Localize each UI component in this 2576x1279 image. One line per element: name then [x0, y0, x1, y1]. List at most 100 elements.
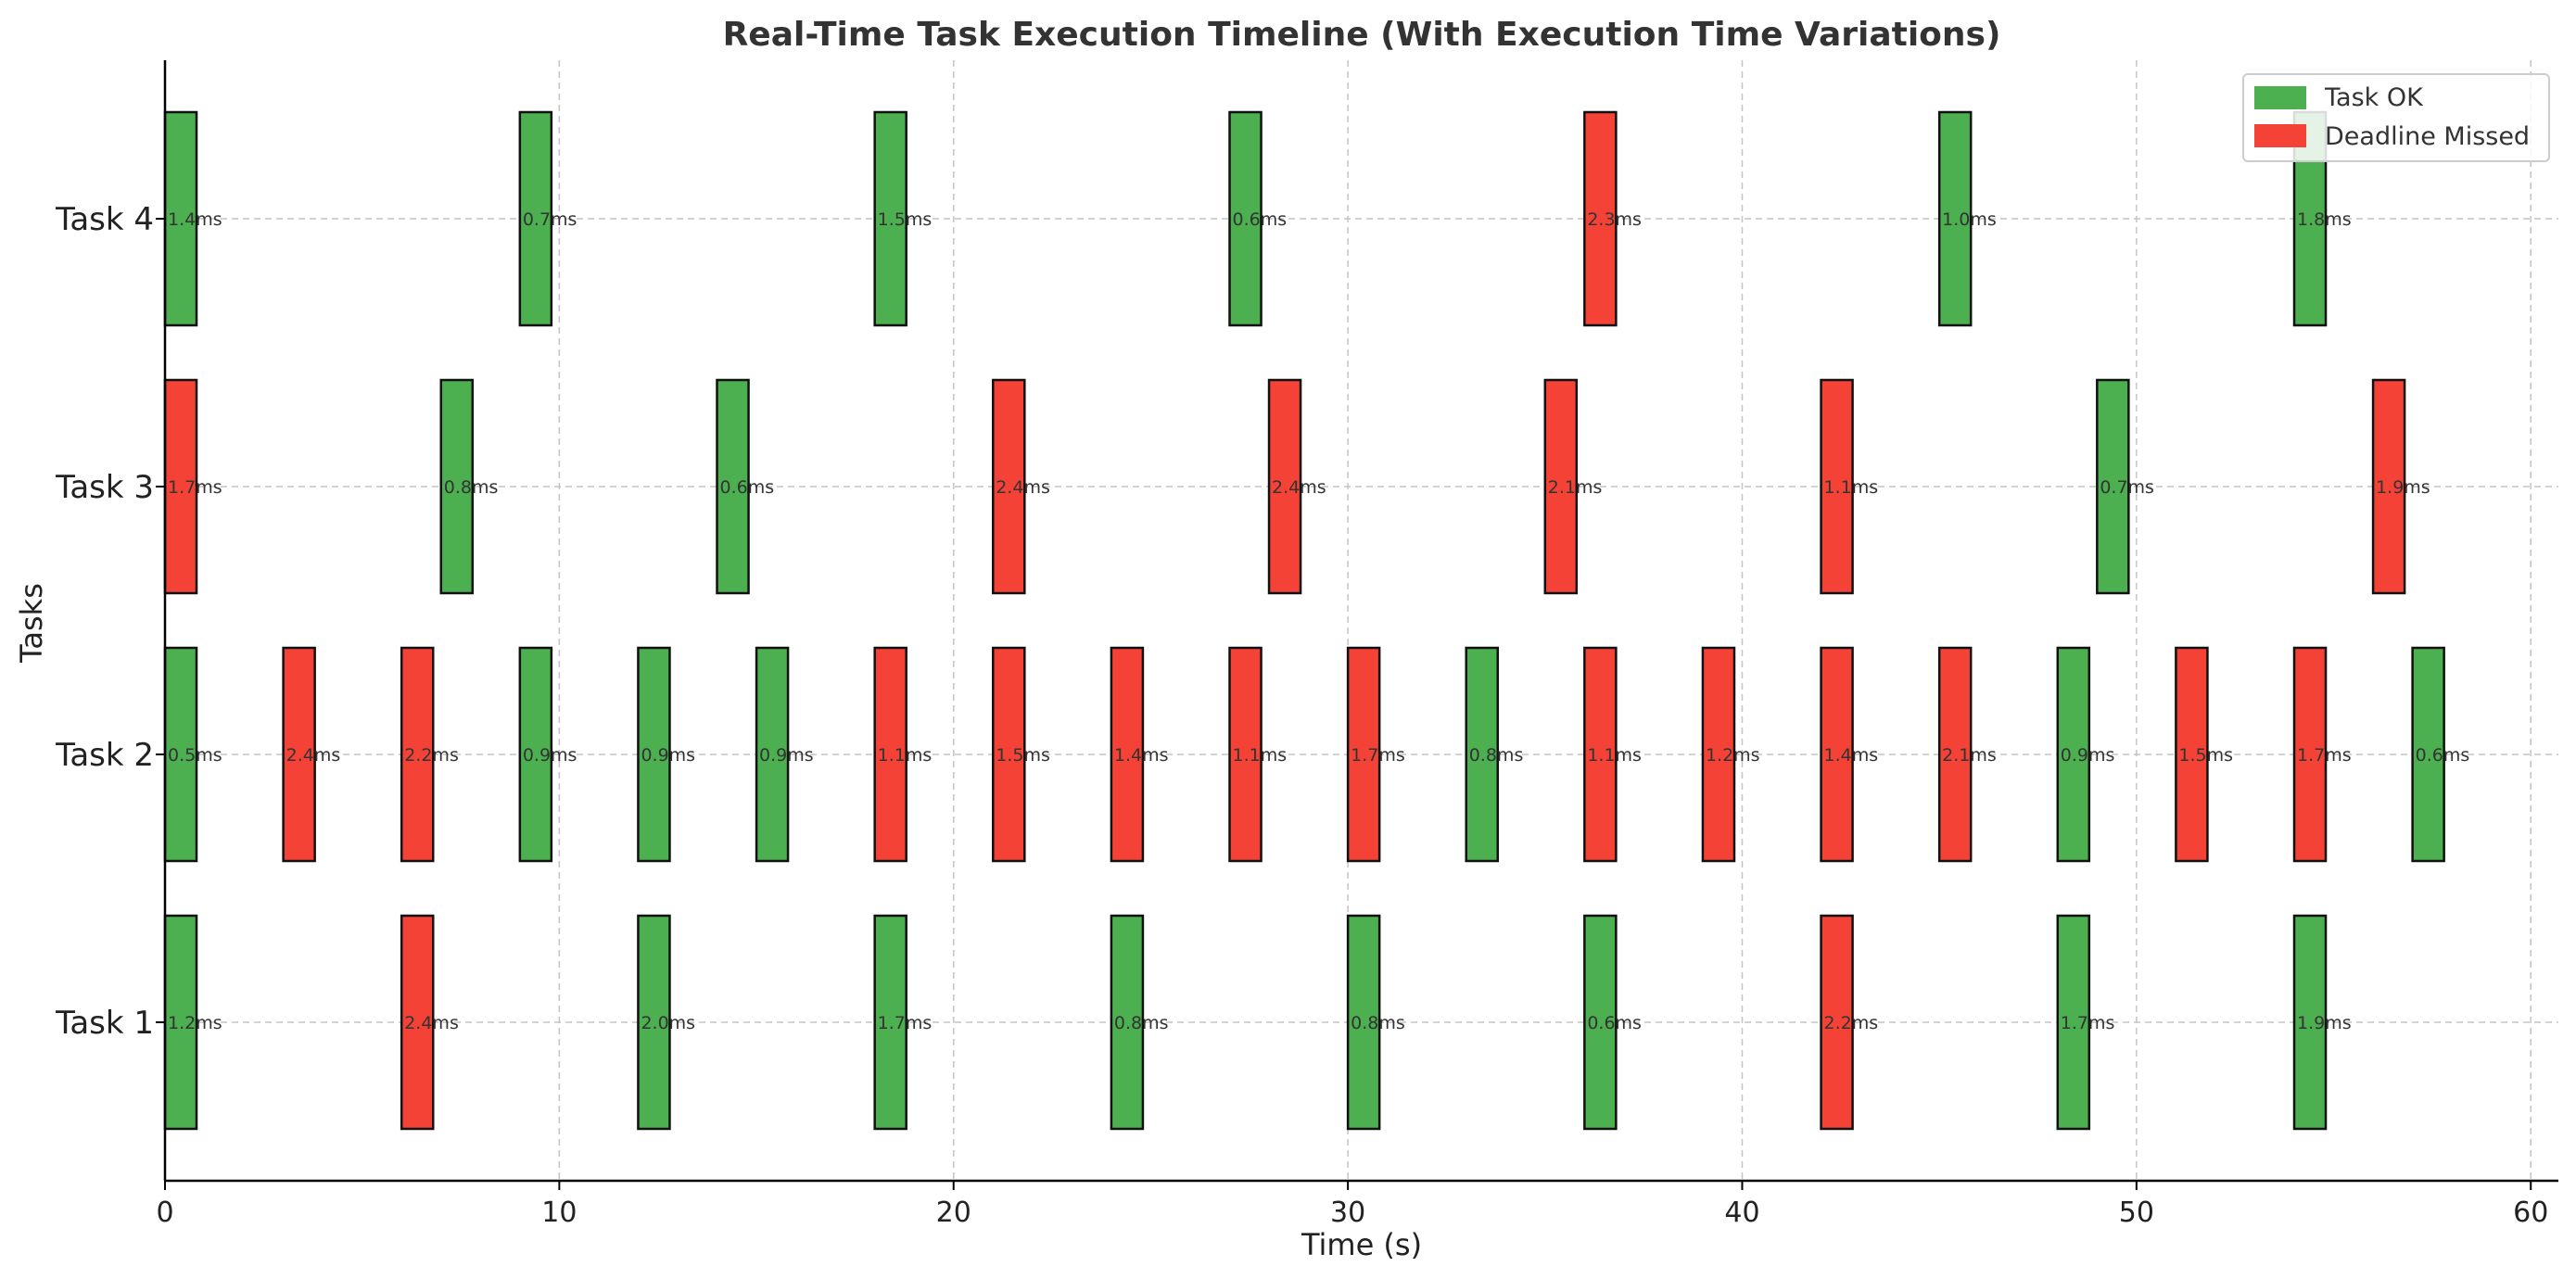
bar-task-2-event-12 — [1465, 646, 1500, 863]
bar-label-task-2-event-18: 1.5ms — [2178, 745, 2233, 766]
bar-label-task-3-event-5: 2.4ms — [1272, 477, 1326, 498]
bar-label-task-2-event-12: 0.8ms — [1469, 745, 1524, 766]
bar-task-2-event-14 — [1701, 646, 1736, 863]
bar-label-task-2-event-8: 1.5ms — [996, 745, 1050, 766]
bar-task-1-event-9 — [2056, 914, 2091, 1131]
bar-task-2-event-11 — [1346, 646, 1381, 863]
bar-label-task-3-event-2: 0.8ms — [444, 477, 499, 498]
bar-task-4-event-3 — [873, 110, 907, 327]
bar-task-3-event-9 — [2371, 378, 2406, 595]
bar-label-task-2-event-1: 0.5ms — [168, 745, 222, 766]
bar-task-2-event-1 — [163, 646, 198, 863]
legend-frame — [2242, 73, 2550, 162]
bar-task-3-event-8 — [2096, 378, 2130, 595]
y-tick-label-task-2: Task 2 — [55, 737, 154, 774]
bar-label-task-2-event-14: 1.2ms — [1706, 745, 1760, 766]
bar-task-4-event-6 — [1937, 110, 1973, 327]
legend: Task OK Deadline Missed — [2242, 73, 2550, 162]
bar-label-task-2-event-5: 0.9ms — [641, 745, 695, 766]
bar-task-3-event-4 — [992, 378, 1026, 595]
bar-task-4-event-5 — [1583, 110, 1618, 327]
x-axis-label: Time (s) — [1301, 1227, 1422, 1262]
x-tick-label-30: 30 — [1330, 1197, 1365, 1229]
bar-label-task-3-event-3: 0.6ms — [720, 477, 775, 498]
bar-label-task-1-event-9: 1.7ms — [2061, 1013, 2115, 1033]
y-tick-label-task-3: Task 3 — [55, 469, 154, 506]
x-tick-label-0: 0 — [156, 1197, 173, 1229]
y-axis-label: Tasks — [14, 583, 49, 664]
y-tick-label-task-4: Task 4 — [55, 201, 154, 238]
bar-label-task-3-event-6: 2.1ms — [1548, 477, 1603, 498]
bar-task-1-event-2 — [400, 914, 435, 1131]
bar-task-3-event-1 — [163, 378, 198, 595]
bar-task-2-event-2 — [282, 646, 316, 863]
bar-task-1-event-8 — [1820, 914, 1854, 1131]
bar-label-task-2-event-19: 1.7ms — [2297, 745, 2352, 766]
bar-label-task-3-event-1: 1.7ms — [168, 477, 222, 498]
bar-label-task-2-event-11: 1.7ms — [1351, 745, 1405, 766]
bar-task-2-event-16 — [1937, 646, 1973, 863]
x-tick-label-20: 20 — [936, 1197, 971, 1229]
bar-label-task-1-event-5: 0.8ms — [1114, 1013, 1169, 1033]
bar-label-task-2-event-3: 2.2ms — [404, 745, 459, 766]
bar-task-4-event-1 — [163, 110, 198, 327]
bar-label-task-4-event-4: 0.6ms — [1233, 209, 1288, 230]
bar-task-1-event-10 — [2292, 914, 2328, 1131]
bar-label-task-2-event-10: 1.1ms — [1233, 745, 1288, 766]
bar-label-task-2-event-6: 0.9ms — [759, 745, 814, 766]
bars-layer: 1.2ms 2.4ms 2.0ms 1.7ms 0.8ms 0.8ms 0.6ms 2.2ms… — [163, 110, 2469, 1131]
bar-label-task-4-event-1: 1.4ms — [168, 209, 222, 230]
bar-task-2-event-7 — [873, 646, 907, 863]
bar-label-task-2-event-7: 1.1ms — [878, 745, 933, 766]
bar-task-2-event-4 — [518, 646, 553, 863]
bar-label-task-2-event-4: 0.9ms — [523, 745, 577, 766]
legend-label-task-ok: Task OK — [2324, 83, 2424, 112]
bar-label-task-3-event-9: 1.9ms — [2376, 477, 2430, 498]
bar-label-task-1-event-3: 2.0ms — [641, 1013, 695, 1033]
bar-label-task-4-event-6: 1.0ms — [1942, 209, 1997, 230]
bar-label-task-4-event-2: 0.7ms — [523, 209, 577, 230]
bar-label-task-1-event-4: 1.7ms — [878, 1013, 933, 1033]
bar-task-2-event-18 — [2175, 646, 2209, 863]
bar-task-1-event-4 — [873, 914, 907, 1131]
bar-task-2-event-13 — [1583, 646, 1618, 863]
bar-label-task-3-event-4: 2.4ms — [996, 477, 1050, 498]
bar-task-1-event-5 — [1110, 914, 1145, 1131]
x-tick-label-10: 10 — [541, 1197, 577, 1229]
bar-task-2-event-15 — [1820, 646, 1854, 863]
bar-label-task-2-event-15: 1.4ms — [1824, 745, 1879, 766]
bar-label-task-2-event-13: 1.1ms — [1587, 745, 1642, 766]
bar-task-4-event-2 — [518, 110, 553, 327]
bar-task-3-event-6 — [1543, 378, 1579, 595]
bar-label-task-1-event-1: 1.2ms — [168, 1013, 222, 1033]
bar-label-task-2-event-9: 1.4ms — [1114, 745, 1169, 766]
bar-label-task-1-event-10: 1.9ms — [2297, 1013, 2352, 1033]
bar-task-1-event-1 — [163, 914, 198, 1131]
bar-label-task-3-event-7: 1.1ms — [1824, 477, 1879, 498]
bar-task-2-event-5 — [637, 646, 671, 863]
bar-label-task-2-event-16: 2.1ms — [1942, 745, 1997, 766]
bar-label-task-2-event-2: 2.4ms — [286, 745, 341, 766]
bar-label-task-1-event-8: 2.2ms — [1824, 1013, 1879, 1033]
bar-task-2-event-17 — [2056, 646, 2091, 863]
legend-label-deadline-missed: Deadline Missed — [2325, 122, 2530, 151]
bar-task-3-event-7 — [1820, 378, 1854, 595]
bar-label-task-4-event-3: 1.5ms — [878, 209, 933, 230]
bar-task-1-event-6 — [1346, 914, 1381, 1131]
bar-label-task-4-event-5: 2.3ms — [1587, 209, 1642, 230]
y-tick-label-task-1: Task 1 — [55, 1005, 154, 1042]
bar-label-task-3-event-8: 0.7ms — [2100, 477, 2154, 498]
x-tick-label-50: 50 — [2119, 1197, 2154, 1229]
bar-label-task-4-event-7: 1.8ms — [2297, 209, 2352, 230]
bar-task-2-event-3 — [400, 646, 435, 863]
bar-label-task-2-event-17: 0.9ms — [2061, 745, 2115, 766]
axes-layer: 0 10 20 30 40 50 60 Task 1 Task 2 Task 3 Task 4 — [55, 60, 2558, 1229]
x-tick-label-40: 40 — [1724, 1197, 1759, 1229]
bar-label-task-1-event-2: 2.4ms — [404, 1013, 459, 1033]
x-tick-label-60: 60 — [2513, 1197, 2548, 1229]
bar-task-2-event-8 — [992, 646, 1026, 863]
bar-task-3-event-2 — [439, 378, 475, 595]
bar-task-2-event-9 — [1110, 646, 1145, 863]
bar-task-1-event-3 — [637, 914, 671, 1131]
